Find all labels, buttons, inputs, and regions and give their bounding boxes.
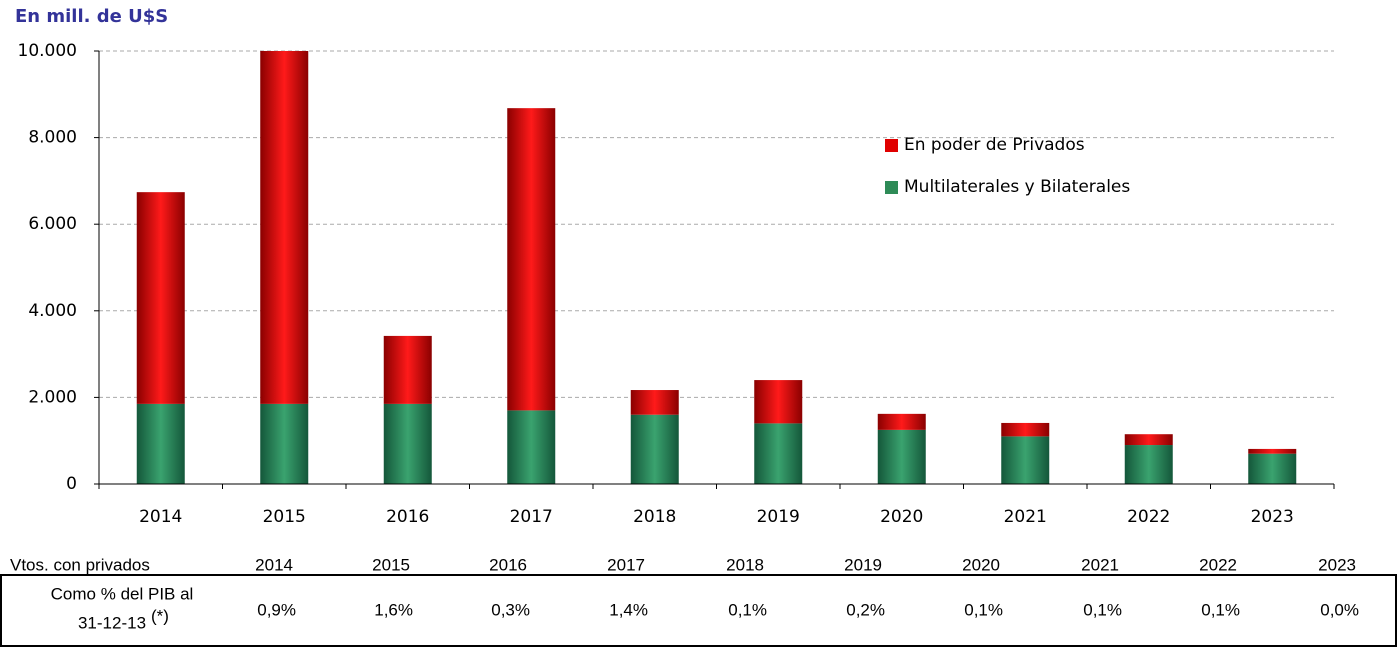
bar xyxy=(383,335,432,404)
x-tick-label: 2018 xyxy=(633,507,676,527)
bar xyxy=(507,410,556,484)
legend-label: Multilaterales y Bilaterales xyxy=(904,177,1130,197)
bar xyxy=(630,414,679,484)
x-tick-label: 2019 xyxy=(757,507,800,527)
table-header: 2014 xyxy=(255,555,293,574)
x-tick-label: 2023 xyxy=(1251,507,1294,527)
table-border xyxy=(0,574,1397,647)
table-header: 2021 xyxy=(1081,555,1119,574)
legend-label: En poder de Privados xyxy=(904,135,1085,155)
table-header: 2015 xyxy=(372,555,410,574)
x-tick-label: 2020 xyxy=(880,507,923,527)
x-tick-label: 2015 xyxy=(263,507,306,527)
bar xyxy=(630,390,679,415)
x-tick-label: 2017 xyxy=(510,507,553,527)
x-tick-label: 2014 xyxy=(139,507,182,527)
y-tick-label: 4.000 xyxy=(28,301,77,321)
x-tick-label: 2021 xyxy=(1004,507,1047,527)
table-cell: 0,3% xyxy=(491,600,530,619)
table-cell: 0,1% xyxy=(1083,600,1122,619)
y-tick-label: 6.000 xyxy=(28,214,77,234)
bar xyxy=(754,380,803,424)
y-tick-label: 10.000 xyxy=(18,41,77,61)
table-cell: 0,0% xyxy=(1320,600,1359,619)
table-header: 2023 xyxy=(1318,555,1356,574)
row-label: 31-12-13 xyxy=(78,613,146,632)
bar xyxy=(754,423,803,484)
table-cell: 0,9% xyxy=(257,600,296,619)
x-tick-label: 2022 xyxy=(1127,507,1170,527)
y-tick-label: 0 xyxy=(66,474,77,494)
bar xyxy=(1248,448,1297,454)
bar xyxy=(1001,422,1050,437)
bar xyxy=(260,51,309,404)
bar xyxy=(136,192,185,404)
y-tick-label: 2.000 xyxy=(28,387,77,407)
table-header: 2017 xyxy=(607,555,645,574)
chart-title: En mill. de U$S xyxy=(15,6,168,27)
table-header: 2022 xyxy=(1199,555,1237,574)
bar xyxy=(1248,453,1297,484)
table-cell: 0,1% xyxy=(964,600,1003,619)
bar xyxy=(1124,434,1173,446)
row-note: (*) xyxy=(151,606,169,625)
table-header: 2019 xyxy=(844,555,882,574)
table-cell: 0,1% xyxy=(728,600,767,619)
y-tick-label: 8.000 xyxy=(28,128,77,148)
bar xyxy=(507,108,556,411)
bar xyxy=(260,403,309,484)
row-label: Como % del PIB al xyxy=(51,584,194,603)
table-header: 2016 xyxy=(489,555,527,574)
table-cell: 1,6% xyxy=(374,600,413,619)
legend-swatch xyxy=(885,181,898,194)
bar xyxy=(1001,436,1050,484)
table-header: 2020 xyxy=(962,555,1000,574)
bar xyxy=(877,413,926,430)
bar xyxy=(877,429,926,484)
bar xyxy=(1124,445,1173,484)
legend-swatch xyxy=(885,139,898,152)
table-cell: 0,2% xyxy=(846,600,885,619)
table-header: 2018 xyxy=(726,555,764,574)
table-cell: 1,4% xyxy=(609,600,648,619)
x-tick-label: 2016 xyxy=(386,507,429,527)
table-header: Vtos. con privados xyxy=(10,555,150,574)
bar xyxy=(383,403,432,484)
table-cell: 0,1% xyxy=(1201,600,1240,619)
bar xyxy=(136,403,185,484)
